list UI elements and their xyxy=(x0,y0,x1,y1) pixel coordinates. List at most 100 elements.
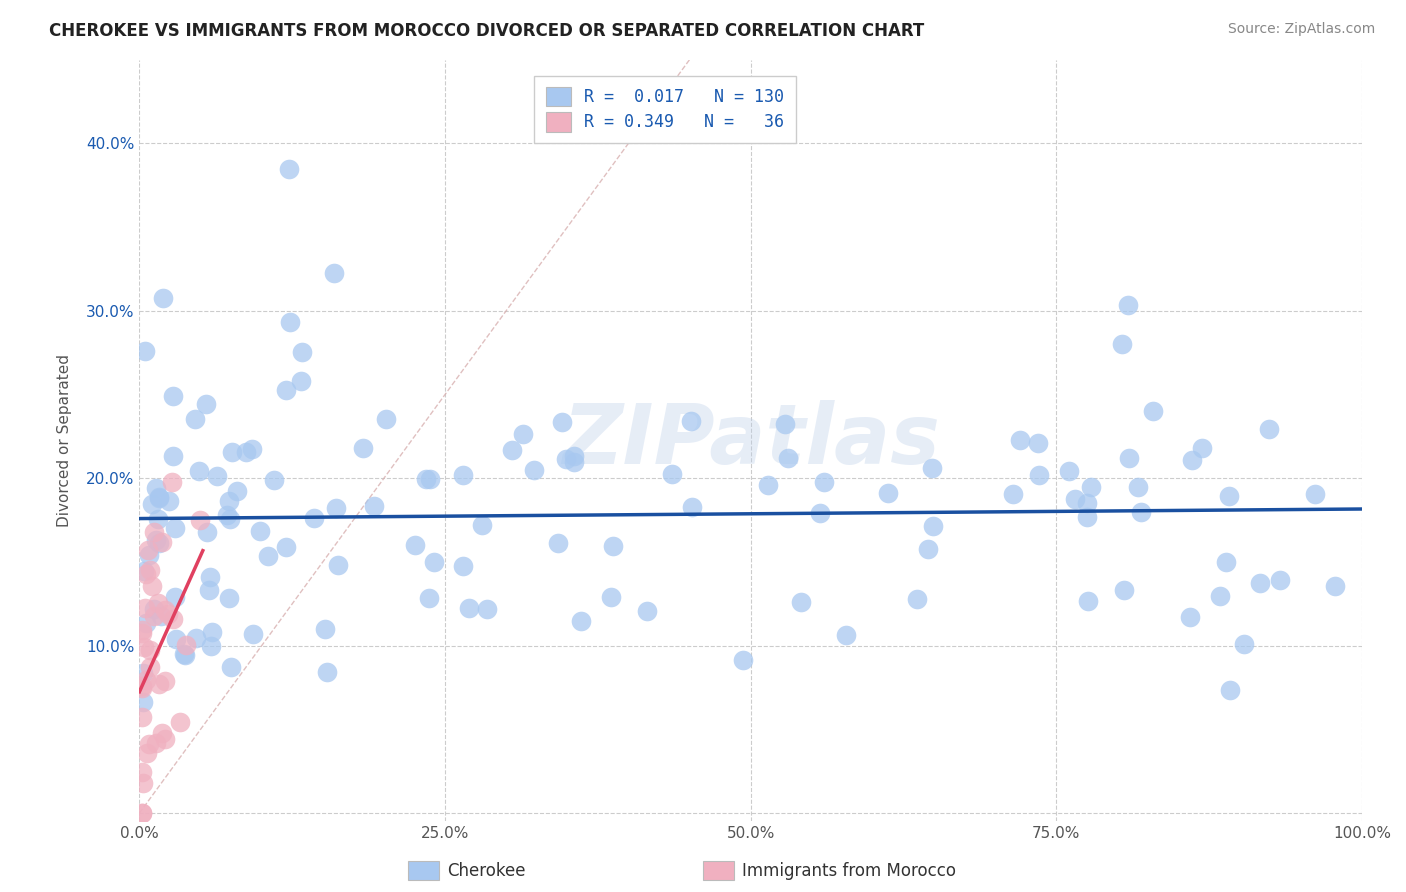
Point xyxy=(141,497,163,511)
Legend: R =  0.017   N = 130, R = 0.349   N =   36: R = 0.017 N = 130, R = 0.349 N = 36 xyxy=(534,76,796,144)
Point xyxy=(219,660,242,674)
Text: Immigrants from Morocco: Immigrants from Morocco xyxy=(742,863,956,880)
Point xyxy=(1057,464,1080,478)
Point xyxy=(451,559,474,574)
Point xyxy=(1181,453,1204,467)
Point xyxy=(274,383,297,397)
Point xyxy=(453,468,475,483)
Point xyxy=(134,640,156,654)
Point xyxy=(471,518,494,533)
Point xyxy=(136,542,159,557)
Point xyxy=(905,591,928,606)
Point xyxy=(1080,480,1102,494)
Point xyxy=(773,417,796,431)
Point xyxy=(148,677,170,691)
Y-axis label: Divorced or Separated: Divorced or Separated xyxy=(58,354,72,527)
Point xyxy=(148,490,170,504)
Point xyxy=(163,590,186,604)
Point xyxy=(174,638,197,652)
Point xyxy=(162,449,184,463)
Point xyxy=(278,315,301,329)
Point xyxy=(1191,441,1213,455)
Point xyxy=(217,508,239,523)
Point xyxy=(314,622,336,636)
Point xyxy=(1232,637,1254,651)
Point xyxy=(290,374,312,388)
Point xyxy=(148,491,170,505)
Point xyxy=(132,666,155,681)
Point xyxy=(681,414,703,428)
Text: CHEROKEE VS IMMIGRANTS FROM MOROCCO DIVORCED OR SEPARATED CORRELATION CHART: CHEROKEE VS IMMIGRANTS FROM MOROCCO DIVO… xyxy=(49,22,925,40)
Point xyxy=(302,511,325,525)
Point xyxy=(188,464,211,478)
Point xyxy=(1178,610,1201,624)
Point xyxy=(1249,576,1271,591)
Point xyxy=(148,535,170,549)
Point xyxy=(547,536,569,550)
Point xyxy=(146,511,169,525)
Point xyxy=(278,162,301,177)
Point xyxy=(419,473,441,487)
Point xyxy=(184,412,207,426)
Point xyxy=(415,473,437,487)
Point xyxy=(132,695,155,709)
Point xyxy=(661,467,683,481)
Point xyxy=(322,266,344,280)
Point xyxy=(162,612,184,626)
Point xyxy=(876,486,898,500)
Point xyxy=(145,533,167,547)
Point xyxy=(188,512,211,526)
Point xyxy=(458,600,481,615)
Point xyxy=(1111,336,1133,351)
Point xyxy=(921,461,943,475)
Point xyxy=(1028,435,1050,450)
Point xyxy=(134,601,156,615)
Point xyxy=(1001,486,1024,500)
Text: ZIPatlas: ZIPatlas xyxy=(562,400,939,481)
Point xyxy=(138,660,160,674)
Point xyxy=(200,639,222,653)
Point xyxy=(790,595,813,609)
Point xyxy=(404,538,426,552)
Point xyxy=(599,591,621,605)
Point xyxy=(1323,579,1346,593)
Point xyxy=(195,524,218,539)
Point xyxy=(1303,487,1326,501)
Point xyxy=(139,563,162,577)
Point xyxy=(1215,555,1237,569)
Point xyxy=(131,806,153,821)
Point xyxy=(1118,451,1140,466)
Point xyxy=(602,539,624,553)
Point xyxy=(145,736,167,750)
Point xyxy=(1114,582,1136,597)
Point xyxy=(131,681,153,696)
Point xyxy=(249,524,271,538)
Point xyxy=(143,601,166,615)
Point xyxy=(1258,422,1281,436)
Point xyxy=(134,344,156,359)
Point xyxy=(205,469,228,483)
Point xyxy=(169,714,191,729)
Point xyxy=(374,412,396,426)
Point xyxy=(263,473,285,487)
Point xyxy=(733,653,755,667)
Point xyxy=(363,500,385,514)
Point xyxy=(135,673,157,688)
Point xyxy=(150,535,173,549)
Point xyxy=(352,441,374,455)
Point xyxy=(551,416,574,430)
Point xyxy=(225,484,247,499)
Point xyxy=(131,626,153,640)
Point xyxy=(423,555,446,569)
Point xyxy=(808,506,831,520)
Point xyxy=(152,725,174,739)
Point xyxy=(1010,433,1032,447)
Point xyxy=(1126,480,1149,494)
Point xyxy=(139,643,162,657)
Point xyxy=(1219,682,1241,697)
Point xyxy=(197,583,219,598)
Point xyxy=(240,442,263,457)
Point xyxy=(681,500,703,515)
Point xyxy=(501,443,523,458)
Point xyxy=(218,493,240,508)
